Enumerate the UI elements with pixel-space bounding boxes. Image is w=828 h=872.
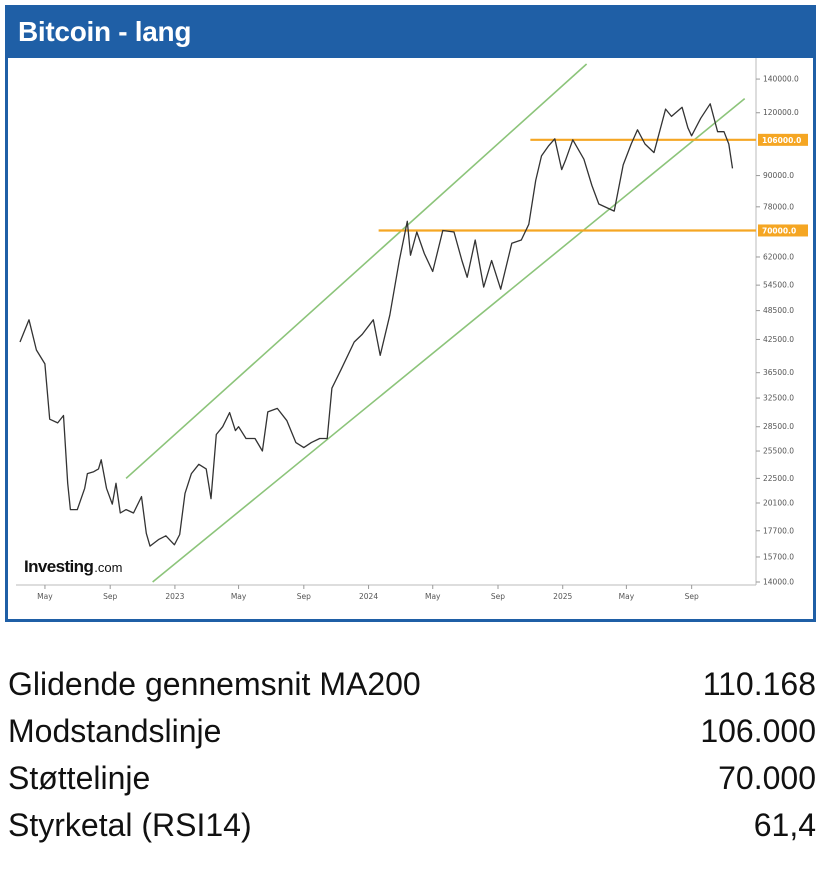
x-tick-label: Sep bbox=[297, 592, 311, 601]
logo-suffix: .com bbox=[94, 560, 122, 575]
stat-label-ma200: Glidende gennemsnit MA200 bbox=[8, 666, 421, 702]
price-chart: 106000.0 70000.0 140000.0 120000.0 90000.0 7… bbox=[16, 58, 808, 601]
y-tick-label: 62000.0 bbox=[763, 252, 794, 261]
x-tick-label: May bbox=[37, 592, 53, 601]
level-label-box bbox=[758, 224, 808, 237]
x-tick-label: 2025 bbox=[553, 592, 572, 601]
y-tick-label: 78000.0 bbox=[763, 202, 794, 211]
stat-row: Støttelinje 70.000 bbox=[0, 760, 828, 807]
chart-panel: Bitcoin - lang 106000.0 70000.0 140000.0 1… bbox=[5, 5, 816, 622]
y-tick-label: 140000.0 bbox=[763, 75, 799, 84]
x-tick-label: 2024 bbox=[359, 592, 378, 601]
x-tick-label: Sep bbox=[685, 592, 699, 601]
price-line bbox=[19, 103, 734, 547]
y-tick-label: 36500.0 bbox=[763, 368, 794, 377]
trend-channel-line bbox=[152, 98, 746, 583]
x-tick-label: 2023 bbox=[165, 592, 184, 601]
y-tick-label: 90000.0 bbox=[763, 171, 794, 180]
x-tick-label: Sep bbox=[103, 592, 117, 601]
y-tick-label: 42500.0 bbox=[763, 335, 794, 344]
y-tick-label: 20100.0 bbox=[763, 499, 794, 508]
y-tick-label: 25500.0 bbox=[763, 447, 794, 456]
panel-header: Bitcoin - lang bbox=[8, 8, 813, 58]
stat-value-rsi: 61,4 bbox=[753, 807, 816, 843]
x-tick-label: May bbox=[619, 592, 635, 601]
stat-row: Modstandslinje 106.000 bbox=[0, 713, 828, 760]
stat-value-ma200: 110.168 bbox=[702, 666, 816, 702]
stat-row: Glidende gennemsnit MA200 110.168 bbox=[0, 666, 828, 713]
y-tick-label: 48500.0 bbox=[763, 306, 794, 315]
chart-title: Bitcoin - lang bbox=[18, 16, 192, 47]
x-tick-label: May bbox=[231, 592, 247, 601]
x-tick-label: May bbox=[425, 592, 441, 601]
y-tick-label: 22500.0 bbox=[763, 474, 794, 483]
y-tick-label: 32500.0 bbox=[763, 394, 794, 403]
stat-label-rsi: Styrketal (RSI14) bbox=[8, 807, 252, 843]
y-tick-label: 14000.0 bbox=[763, 578, 794, 587]
y-tick-label: 15700.0 bbox=[763, 552, 794, 561]
plot-area bbox=[16, 58, 756, 585]
x-tick-label: Sep bbox=[491, 592, 505, 601]
stat-label-support: Støttelinje bbox=[8, 760, 151, 796]
y-tick-label: 28500.0 bbox=[763, 422, 794, 431]
y-tick-label: 54500.0 bbox=[763, 281, 794, 290]
stats-table: Glidende gennemsnit MA200 110.168 Modsta… bbox=[0, 666, 828, 854]
logo-brand: Investing bbox=[24, 557, 93, 576]
stat-value-support: 70.000 bbox=[718, 760, 816, 796]
stat-value-resistance: 106.000 bbox=[700, 713, 816, 749]
investing-logo: Investing .com bbox=[24, 557, 122, 576]
level-label: 106000.0 bbox=[762, 136, 801, 145]
level-label-box bbox=[758, 133, 808, 146]
stat-label-resistance: Modstandslinje bbox=[8, 713, 222, 749]
level-label: 70000.0 bbox=[762, 226, 796, 235]
y-tick-label: 120000.0 bbox=[763, 108, 799, 117]
trend-channel-line bbox=[125, 63, 588, 479]
stat-row: Styrketal (RSI14) 61,4 bbox=[0, 807, 828, 854]
y-tick-label: 17700.0 bbox=[763, 526, 794, 535]
